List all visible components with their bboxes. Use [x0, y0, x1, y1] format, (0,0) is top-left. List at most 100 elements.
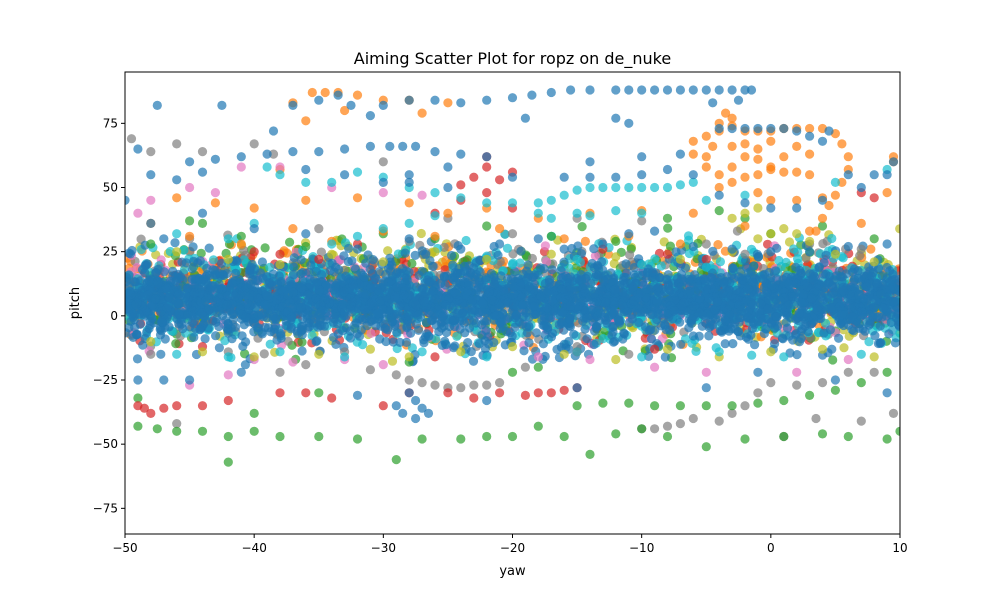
band-point: [297, 337, 307, 347]
band-point: [358, 340, 368, 350]
band-point: [580, 324, 590, 334]
band-point: [468, 356, 479, 366]
band-point: [480, 344, 490, 354]
band-point: [821, 250, 831, 260]
band-point: [441, 340, 451, 350]
band-point: [132, 330, 142, 340]
band-point: [463, 286, 473, 296]
band-point: [424, 271, 434, 281]
band-point: [589, 339, 599, 350]
band-point: [501, 327, 512, 337]
band-point: [195, 256, 205, 266]
band-point: [796, 334, 806, 344]
band-point: [864, 337, 874, 347]
band-point: [452, 331, 462, 341]
band-point: [311, 337, 321, 347]
band-point: [720, 339, 730, 349]
band-point: [524, 338, 534, 348]
band-point: [316, 247, 326, 257]
band-point: [165, 246, 175, 257]
band-point: [644, 351, 654, 361]
band-point: [580, 236, 591, 246]
band-point: [870, 331, 880, 341]
band-point: [527, 253, 538, 264]
band-point: [728, 339, 738, 349]
band-point: [660, 352, 670, 362]
band-point: [687, 338, 697, 348]
band-point: [866, 244, 876, 254]
band-point: [156, 349, 166, 359]
band-point: [214, 343, 224, 353]
band-point: [531, 328, 542, 338]
band-point: [827, 233, 837, 244]
band-point: [276, 276, 286, 287]
band-point: [834, 333, 844, 343]
band-point: [847, 325, 857, 335]
band-point: [127, 245, 137, 256]
band-point: [390, 319, 400, 329]
band-point: [819, 328, 829, 338]
band-point: [608, 327, 618, 337]
band-point: [759, 328, 770, 339]
band-point: [489, 337, 499, 348]
band-point: [522, 328, 533, 338]
band-point: [519, 346, 529, 356]
band-point: [402, 275, 412, 285]
band-point: [750, 340, 760, 350]
band-point: [890, 338, 900, 348]
band-point: [875, 321, 885, 331]
band-point: [401, 337, 412, 347]
band-point: [160, 334, 170, 344]
band-point: [347, 256, 357, 266]
band-point: [493, 250, 503, 260]
band-point: [420, 332, 431, 342]
band-point: [629, 263, 639, 273]
band-point: [204, 243, 214, 253]
band-point: [647, 267, 658, 277]
band-point: [421, 249, 431, 259]
band-point: [625, 250, 635, 260]
band-point: [621, 259, 631, 269]
band-point: [338, 326, 348, 336]
band-point: [208, 255, 219, 265]
band-point: [416, 228, 426, 239]
band-point: [546, 332, 557, 342]
band-point: [770, 339, 780, 349]
band-point: [170, 238, 180, 248]
band-point: [239, 255, 249, 265]
band-point: [590, 251, 601, 261]
band-point: [877, 271, 888, 281]
band-point: [283, 336, 293, 346]
band-point: [778, 334, 788, 344]
band-point: [663, 223, 673, 233]
band-point: [331, 339, 341, 349]
band-point: [474, 339, 484, 349]
band-point: [363, 250, 373, 260]
band-point: [676, 339, 686, 349]
band-point: [781, 257, 791, 267]
band-point: [646, 324, 656, 335]
band-point: [691, 346, 701, 356]
band-point: [187, 274, 197, 284]
band-point: [598, 334, 608, 344]
band-point: [142, 327, 152, 337]
band-point: [521, 308, 531, 318]
band-point: [734, 317, 744, 327]
band-point: [306, 260, 316, 270]
band-point: [610, 336, 620, 346]
band-point: [650, 254, 660, 264]
band-point: [179, 245, 189, 255]
band-point: [245, 265, 255, 275]
band-point: [135, 319, 145, 329]
band-point: [200, 334, 210, 344]
band-point: [388, 337, 398, 347]
band-point: [547, 265, 557, 275]
band-point: [704, 331, 714, 341]
band-point: [410, 250, 420, 260]
band-point: [763, 239, 773, 249]
band-point: [171, 339, 181, 349]
band-point: [345, 333, 356, 343]
band-point: [732, 226, 743, 236]
band-point: [577, 222, 587, 232]
